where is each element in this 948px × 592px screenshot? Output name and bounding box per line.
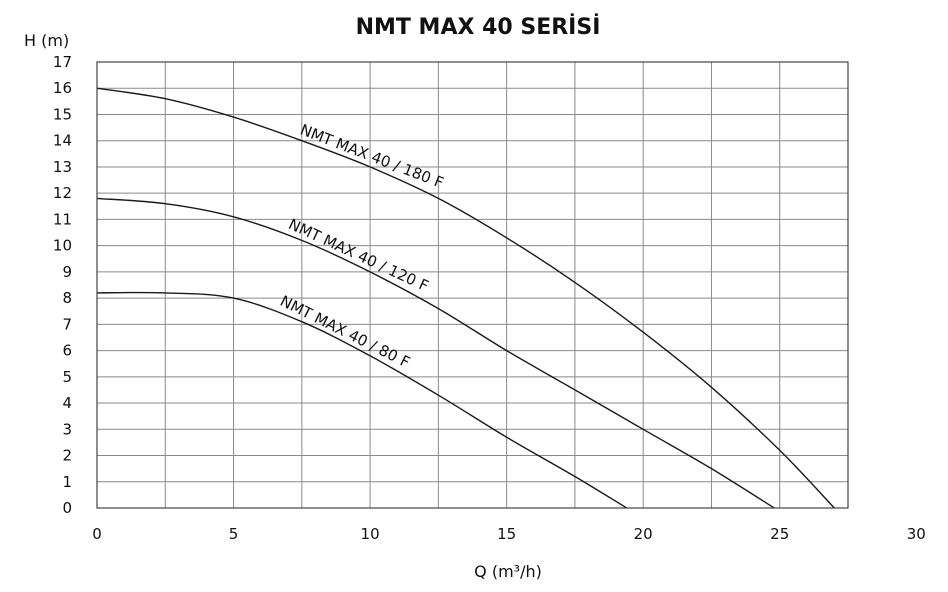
series-curve <box>96 197 775 509</box>
y-tick-label: 4 <box>62 394 72 412</box>
series-curve <box>96 87 835 509</box>
y-tick-label: 17 <box>53 53 72 71</box>
y-tick-label: 10 <box>53 237 72 255</box>
series-label: NMT MAX 40 / 180 F <box>298 121 446 192</box>
y-tick-label: 15 <box>53 105 72 123</box>
x-tick-label: 30 <box>907 525 926 543</box>
series-label: NMT MAX 40 / 120 F <box>286 215 432 295</box>
series-label: NMT MAX 40 / 80 F <box>277 292 413 372</box>
x-tick-label: 25 <box>770 525 789 543</box>
plot-area <box>96 61 849 509</box>
x-tick-label: 15 <box>497 525 516 543</box>
y-tick-label: 3 <box>62 420 72 438</box>
y-axis-label: H (m) <box>24 31 69 50</box>
y-tick-label: 7 <box>62 315 72 333</box>
y-tick-label: 1 <box>62 473 72 491</box>
y-tick-label: 2 <box>62 447 72 465</box>
y-tick-label: 16 <box>53 79 72 97</box>
x-tick-label: 10 <box>361 525 380 543</box>
y-tick-label: 0 <box>62 499 72 517</box>
series-curves <box>96 87 835 509</box>
chart-title: NMT MAX 40 SERİSİ <box>356 14 601 40</box>
y-tick-label: 9 <box>62 263 72 281</box>
y-tick-label: 11 <box>53 210 72 228</box>
x-axis-label: Q (m³/h) <box>474 562 542 581</box>
y-tick-label: 8 <box>62 289 72 307</box>
grid <box>96 61 849 509</box>
y-tick-label: 13 <box>53 158 72 176</box>
y-tick-label: 6 <box>62 342 72 360</box>
y-tick-label: 14 <box>53 132 72 150</box>
series-curve <box>96 291 628 509</box>
x-tick-label: 0 <box>92 525 102 543</box>
x-tick-label: 5 <box>229 525 239 543</box>
y-tick-label: 5 <box>62 368 72 386</box>
y-tick-label: 12 <box>53 184 72 202</box>
x-tick-label: 20 <box>634 525 653 543</box>
